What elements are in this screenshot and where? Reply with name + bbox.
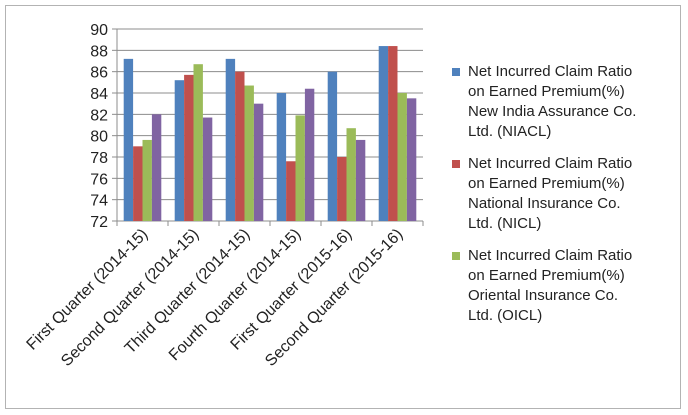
bar-2-2 (184, 74, 194, 221)
legend-item-oicl: Net Incurred Claim Ratio on Earned Premi… (452, 246, 677, 326)
bar-4-2 (202, 117, 213, 221)
bar-1-4 (276, 93, 287, 221)
y-tick-label: 84 (90, 86, 108, 103)
legend-label-nicl: Net Incurred Claim Ratio on Earned Premi… (468, 155, 633, 232)
y-tick-label: 90 (90, 22, 108, 39)
y-tick-label: 82 (90, 107, 108, 124)
legend-swatch-nicl (452, 160, 460, 168)
bar-4-1 (151, 114, 162, 221)
legend-item-nicl: Net Incurred Claim Ratio on Earned Premi… (452, 154, 677, 234)
legend-swatch-oicl (452, 252, 460, 260)
bar-3-1 (142, 139, 152, 221)
y-tick-label: 76 (90, 171, 108, 188)
bar-1-5 (327, 71, 338, 222)
bar-1-3 (225, 58, 236, 221)
y-tick-label: 74 (90, 193, 108, 210)
y-tick-label: 72 (90, 214, 108, 231)
bar-1-6 (378, 46, 389, 221)
bar-3-2 (193, 64, 203, 221)
bar-3-3 (244, 85, 254, 222)
y-tick-label: 88 (90, 43, 108, 60)
legend-swatch-niacl (452, 68, 460, 76)
bar-1-2 (174, 80, 185, 221)
bar-3-5 (346, 128, 356, 221)
bar-1-1 (123, 58, 134, 221)
y-tick-label: 86 (90, 65, 108, 82)
y-tick-label: 78 (90, 150, 108, 167)
bar-2-3 (235, 71, 245, 222)
bar-4-5 (355, 139, 366, 221)
bar-4-4 (304, 88, 315, 221)
bar-4-6 (406, 98, 417, 221)
y-tick-label: 80 (90, 129, 108, 146)
legend: Net Incurred Claim Ratio on Earned Premi… (452, 62, 677, 338)
bar-2-6 (388, 46, 398, 221)
legend-label-niacl: Net Incurred Claim Ratio on Earned Premi… (468, 63, 637, 140)
legend-label-oicl: Net Incurred Claim Ratio on Earned Premi… (468, 247, 633, 324)
bar-4-3 (253, 103, 264, 221)
legend-item-niacl: Net Incurred Claim Ratio on Earned Premi… (452, 62, 677, 142)
bar-3-4 (295, 115, 305, 221)
bar-2-4 (286, 161, 296, 221)
bar-2-5 (337, 157, 347, 221)
bar-2-1 (133, 146, 143, 221)
bar-3-6 (397, 93, 407, 221)
